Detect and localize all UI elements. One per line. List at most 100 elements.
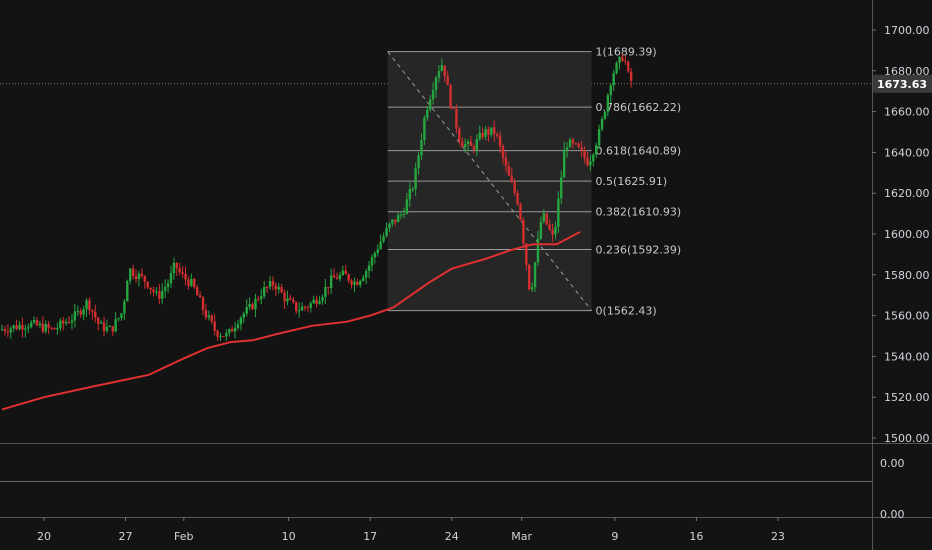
indicator-tick: 0.00 — [880, 457, 905, 470]
candle-body — [347, 274, 350, 281]
fib-level-label: 0.236(1592.39) — [596, 244, 682, 257]
candle-body — [466, 141, 470, 144]
candle-body — [350, 280, 353, 285]
candle-body — [577, 143, 580, 148]
candle-body — [560, 177, 563, 199]
candle-body — [318, 301, 321, 304]
candle-body — [73, 311, 77, 321]
candle-body — [443, 65, 446, 77]
candle-body — [565, 147, 569, 150]
candle-body — [600, 119, 604, 130]
candle-body — [9, 328, 12, 333]
candle-body — [158, 291, 161, 299]
candle-body — [423, 117, 426, 140]
candle-body — [79, 310, 82, 315]
time-tick-label: 9 — [611, 530, 618, 543]
candle-body — [143, 275, 146, 282]
candle-body — [481, 132, 484, 137]
candle-body — [437, 71, 441, 78]
candle-body — [329, 275, 333, 288]
candle-body — [3, 329, 7, 332]
candle-body — [580, 147, 583, 151]
candle-body — [449, 84, 452, 108]
candle-body — [190, 278, 193, 287]
candle-body — [612, 73, 615, 86]
candle-body — [44, 324, 47, 332]
candle-body — [120, 313, 123, 319]
candle-body — [562, 149, 566, 178]
fib-level-label: 0.5(1625.91) — [596, 175, 668, 188]
candle-body — [324, 286, 327, 297]
candle-body — [225, 333, 228, 337]
candle-body — [295, 301, 298, 312]
candle-body — [420, 139, 423, 156]
candle-body — [618, 56, 621, 63]
candle-body — [376, 249, 379, 254]
candle-body — [50, 327, 53, 329]
candle-body — [12, 325, 15, 329]
candle-body — [446, 76, 449, 85]
candle-body — [216, 330, 219, 337]
candle-body — [498, 135, 502, 147]
fib-level-label: 0.618(1640.89) — [596, 145, 682, 158]
candle-body — [274, 285, 278, 290]
candle-body — [64, 322, 68, 324]
candle-body — [85, 300, 88, 310]
price-tick-label: 1660.00 — [884, 106, 930, 119]
candle-body — [233, 327, 237, 332]
candle-body — [530, 287, 534, 290]
indicator-axis: 0.00 0.00 — [880, 457, 905, 521]
candle-body — [370, 257, 374, 266]
candle-body — [29, 322, 33, 328]
candle-body — [111, 326, 114, 332]
candle-body — [615, 62, 618, 74]
time-tick-label: Feb — [174, 530, 193, 543]
price-tick-label: 1680.00 — [884, 65, 930, 78]
candle-body — [341, 270, 345, 275]
candles — [0, 53, 633, 341]
candle-body — [455, 108, 458, 129]
time-tick-label: 23 — [771, 530, 785, 543]
candle-body — [262, 286, 266, 297]
candle-body — [277, 287, 280, 290]
candle-body — [149, 287, 152, 290]
fib-retracement[interactable]: 1(1689.39) 0.786(1662.22) 0.618(1640.89) 0.… — [387, 46, 682, 318]
candle-body — [286, 298, 289, 302]
candle-body — [408, 188, 412, 200]
time-tick-label: 27 — [119, 530, 133, 543]
candle-body — [568, 139, 572, 148]
candle-body — [379, 241, 382, 250]
candle-body — [169, 273, 173, 284]
candle-body — [414, 168, 417, 189]
candle-body — [38, 323, 42, 326]
candle-body — [484, 128, 487, 137]
time-axis[interactable]: 20 27 Feb 10 17 24 Mar 9 16 23 — [37, 517, 785, 543]
candle-body — [440, 65, 444, 72]
candle-body — [306, 307, 310, 309]
candle-body — [195, 287, 199, 296]
candle-body — [356, 281, 359, 286]
candle-body — [152, 289, 155, 293]
candle-body — [201, 297, 205, 311]
candle-body — [478, 132, 481, 140]
price-axis[interactable]: 1700.00 1680.00 1660.00 1640.00 1620.00 1600.… — [872, 24, 930, 445]
candle-body — [193, 278, 196, 288]
time-tick-label: Mar — [511, 530, 532, 543]
candle-body — [222, 336, 225, 338]
candle-body — [59, 320, 62, 328]
candle-body — [510, 175, 513, 183]
candle-body — [96, 317, 100, 324]
candle-body — [309, 303, 312, 308]
fib-level-label: 1(1689.39) — [596, 46, 657, 59]
candle-body — [321, 296, 324, 302]
candle-body — [542, 213, 545, 222]
candle-body — [67, 322, 71, 324]
fib-level-label: 0(1562.43) — [596, 305, 657, 318]
candle-body — [434, 77, 438, 91]
candle-body — [475, 139, 478, 150]
candle-body — [283, 292, 286, 302]
candle-body — [88, 300, 91, 311]
candle-body — [359, 280, 362, 286]
candle-body — [181, 272, 184, 274]
